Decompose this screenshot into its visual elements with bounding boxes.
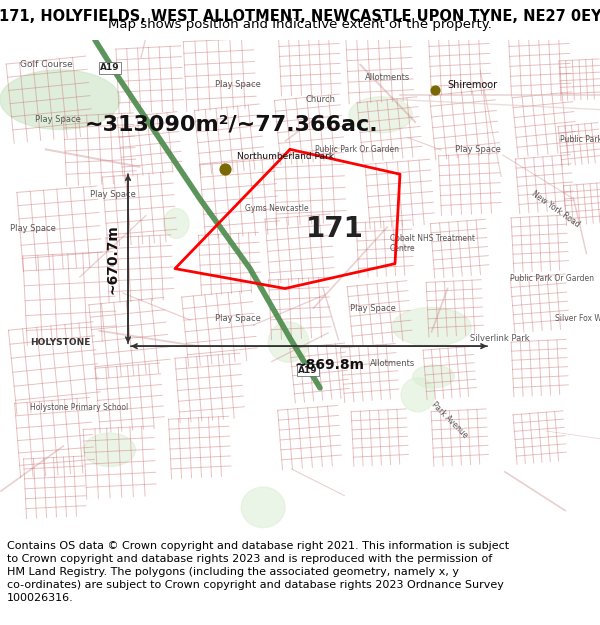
Text: New York Road: New York Road: [530, 189, 581, 229]
Text: Gyms Newcastle: Gyms Newcastle: [245, 204, 308, 214]
Text: ~670.7m: ~670.7m: [106, 224, 120, 294]
Text: Silver Fox Way: Silver Fox Way: [555, 314, 600, 323]
Text: Play Space: Play Space: [215, 80, 261, 89]
Text: Golf Course: Golf Course: [20, 61, 73, 69]
Text: Allotments: Allotments: [370, 359, 415, 368]
Ellipse shape: [349, 97, 412, 133]
Ellipse shape: [392, 308, 471, 346]
Text: Public Park Or Garden: Public Park Or Garden: [560, 135, 600, 144]
Text: A19: A19: [100, 63, 120, 72]
Text: Play Space: Play Space: [455, 145, 501, 154]
Ellipse shape: [268, 322, 309, 362]
Text: 171: 171: [306, 215, 364, 243]
Text: Northumberland Park: Northumberland Park: [237, 152, 334, 161]
Text: Park Avenue: Park Avenue: [430, 400, 470, 439]
Text: ~869.8m: ~869.8m: [294, 358, 364, 372]
Text: Play Space: Play Space: [215, 314, 261, 323]
Text: Play Space: Play Space: [35, 115, 81, 124]
Ellipse shape: [83, 433, 136, 466]
Ellipse shape: [0, 70, 120, 129]
Text: Cobalt NHS Treatment
Centre: Cobalt NHS Treatment Centre: [390, 234, 475, 254]
Point: [430, 85, 440, 95]
Text: Holystone Primary School: Holystone Primary School: [30, 403, 128, 412]
Ellipse shape: [241, 487, 285, 528]
Ellipse shape: [413, 365, 454, 388]
Text: HOLYSTONE: HOLYSTONE: [30, 338, 91, 347]
Text: ~313090m²/~77.366ac.: ~313090m²/~77.366ac.: [85, 114, 379, 134]
Text: Allotments: Allotments: [365, 73, 410, 82]
Text: Silverlink Park: Silverlink Park: [470, 334, 530, 342]
Text: Map shows position and indicative extent of the property.: Map shows position and indicative extent…: [108, 18, 492, 31]
Text: Church: Church: [305, 95, 335, 104]
Text: Public Park Or Garden: Public Park Or Garden: [510, 274, 594, 283]
Text: Contains OS data © Crown copyright and database right 2021. This information is : Contains OS data © Crown copyright and d…: [7, 541, 509, 603]
Ellipse shape: [401, 378, 434, 412]
Text: 171, HOLYFIELDS, WEST ALLOTMENT, NEWCASTLE UPON TYNE, NE27 0EY: 171, HOLYFIELDS, WEST ALLOTMENT, NEWCAST…: [0, 9, 600, 24]
Point: [220, 164, 230, 174]
Text: Play Space: Play Space: [10, 224, 56, 233]
Text: Shiremoor: Shiremoor: [447, 80, 497, 90]
Text: Play Space: Play Space: [350, 304, 396, 313]
Text: A19: A19: [298, 366, 318, 374]
Text: Play Space: Play Space: [90, 189, 136, 199]
Text: Public Park Or Garden: Public Park Or Garden: [315, 145, 399, 154]
Ellipse shape: [163, 208, 189, 238]
